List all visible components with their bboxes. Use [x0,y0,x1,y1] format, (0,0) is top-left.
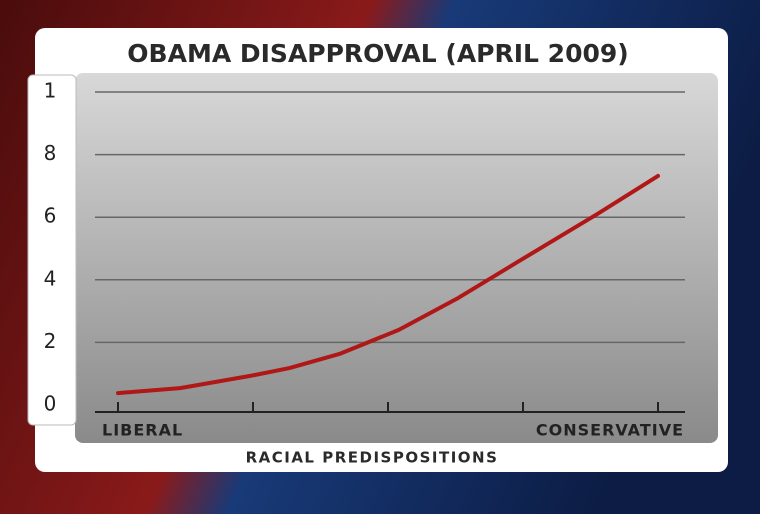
y-axis-tab [27,74,77,426]
x-axis-label: RACIAL PREDISPOSITIONS [246,449,499,467]
chart-title: OBAMA DISAPPROVAL (APRIL 2009) [127,39,628,68]
plot-area [75,73,718,443]
y-tick-label: 1 [44,79,57,103]
x-tick-label: CONSERVATIVE [536,421,684,440]
y-tick-label: 0 [44,392,57,416]
y-tick-label: 4 [44,266,57,290]
y-tick-label: 8 [44,141,57,165]
data-line [116,173,660,396]
y-tick-label: 6 [44,204,57,228]
y-tick-label: 2 [44,329,57,353]
x-tick-label: LIBERAL [102,421,183,440]
